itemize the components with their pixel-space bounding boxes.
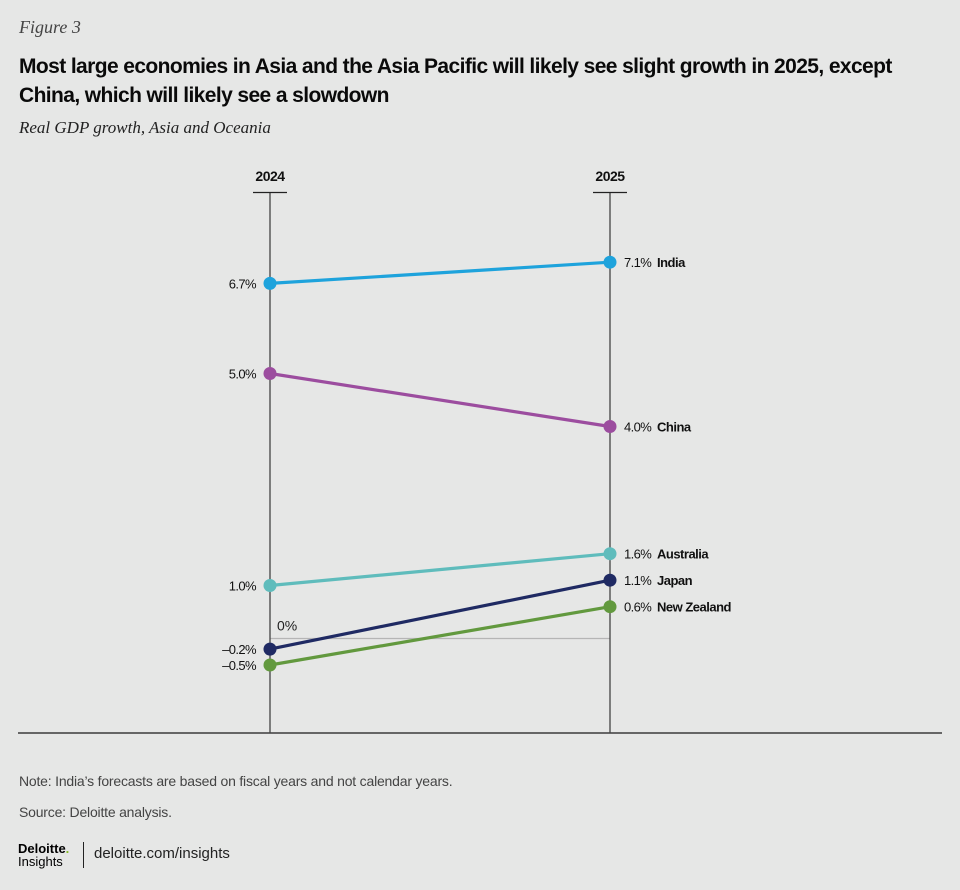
data-point-china-2024 <box>263 367 277 380</box>
data-point-australia-2024 <box>263 579 277 592</box>
data-point-new-zealand-2025 <box>603 600 617 614</box>
chart-title: Most large economies in Asia and the Asi… <box>19 55 892 107</box>
logo-brand: Deloitte <box>18 841 66 856</box>
series-line-japan <box>269 578 611 651</box>
series-label-japan: Japan <box>657 573 693 588</box>
logo-divider <box>83 842 84 868</box>
figure-label: Figure 3 <box>19 17 81 37</box>
series-label-australia: Australia <box>657 547 709 562</box>
data-point-india-2025 <box>603 255 617 269</box>
value-label-australia-2024: 1.0% <box>229 579 257 594</box>
series-label-new-zealand: New Zealand <box>657 600 732 615</box>
data-point-china-2025 <box>603 420 617 433</box>
chart-note: Note: India’s forecasts are based on fis… <box>19 773 453 789</box>
value-label-india-2025: 7.1% <box>624 255 652 270</box>
data-point-japan-2025 <box>603 573 617 587</box>
logo-sub: Insights <box>18 854 63 869</box>
deloitte-insights-logo: Deloitte. Insights <box>18 842 69 868</box>
data-point-new-zealand-2024 <box>263 658 277 672</box>
value-label-japan-2025: 1.1% <box>624 573 652 588</box>
slope-chart: 0% 2024 2025 6.7% 7.1% India 5.0% 4.0% China 1.0… <box>18 168 942 734</box>
data-point-japan-2024 <box>263 642 277 656</box>
insights-url-link[interactable]: deloitte.com/insights <box>94 845 230 862</box>
value-label-china-2025: 4.0% <box>624 420 652 435</box>
chart-source: Source: Deloitte analysis. <box>19 804 172 820</box>
series-line-india <box>269 260 611 285</box>
value-label-japan-2024: –0.2% <box>222 642 257 657</box>
chart-subtitle: Real GDP growth, Asia and Oceania <box>19 118 271 137</box>
series-line-australia <box>269 552 611 588</box>
value-label-new-zealand-2025: 0.6% <box>624 600 652 615</box>
data-point-australia-2025 <box>603 547 617 561</box>
series-label-india: India <box>657 255 686 270</box>
series-label-china: China <box>657 420 692 435</box>
value-label-india-2024: 6.7% <box>229 276 257 291</box>
value-label-new-zealand-2024: –0.5% <box>222 658 257 673</box>
data-point-india-2024 <box>263 276 277 290</box>
value-label-australia-2025: 1.6% <box>624 547 652 562</box>
year-label-2025: 2025 <box>595 168 625 184</box>
logo-green-dot: . <box>65 841 70 856</box>
zero-label: 0% <box>277 618 297 634</box>
year-label-2024: 2024 <box>255 168 285 184</box>
series-line-new-zealand <box>269 605 611 667</box>
series-line-china <box>269 371 611 429</box>
value-label-china-2024: 5.0% <box>229 367 257 382</box>
